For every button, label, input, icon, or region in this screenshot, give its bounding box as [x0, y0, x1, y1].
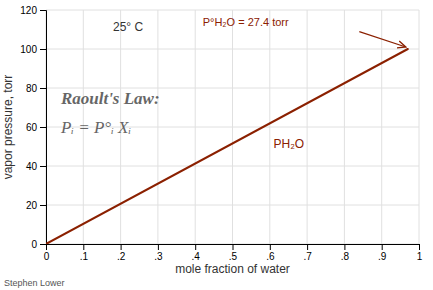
tick: .8: [341, 244, 350, 262]
tick: 40: [26, 161, 46, 172]
temperature-label: 25° C: [113, 20, 143, 34]
tick-label: .5: [229, 251, 238, 262]
tick-mark: [40, 127, 46, 128]
tick-mark: [195, 244, 196, 250]
tick-label: 80: [26, 83, 38, 94]
tick-mark: [83, 244, 84, 250]
tick-mark: [40, 166, 46, 167]
tick: .2: [117, 244, 126, 262]
tick-mark: [270, 244, 271, 250]
tick-mark: [419, 244, 420, 250]
law-title: Raoult's Law:: [60, 89, 160, 108]
x-axis: 0 .1 .2 .3 .4 .5 .6 .7 .8 .9 1: [44, 244, 423, 262]
tick-mark: [40, 205, 46, 206]
tick-mark: [40, 244, 46, 245]
tick-label: 1: [417, 251, 423, 262]
tick: 60: [26, 122, 46, 133]
tick: .1: [80, 244, 89, 262]
grid-line: [46, 49, 419, 50]
tick: .9: [378, 244, 387, 262]
plot-area: 0 .1 .2 .3 .4 .5 .6 .7 .8 .9 1 0 20 40 60 80 100 120 25° C…: [20, 5, 422, 262]
annotations: 25° C Raoult's Law: Pᵢ = P°ᵢ Xᵢ PH₂O P°H₂O =…: [60, 16, 406, 150]
tick: .6: [266, 244, 275, 262]
tick-label: 120: [20, 5, 37, 16]
tick-label: 0: [44, 251, 50, 262]
arrow: [359, 32, 405, 47]
tick: 100: [20, 44, 46, 55]
tick-mark: [344, 244, 345, 250]
credit: Stephen Lower: [4, 278, 65, 288]
tick-mark: [382, 244, 383, 250]
line-label: PH₂O: [274, 137, 305, 151]
chart: 0 .1 .2 .3 .4 .5 .6 .7 .8 .9 1 0 20 40 60 80 100 120 25° C…: [0, 0, 433, 290]
tick-label: .2: [117, 251, 126, 262]
tick-mark: [40, 10, 46, 11]
tick-label: .8: [341, 251, 350, 262]
tick-label: .9: [378, 251, 387, 262]
tick: .3: [154, 244, 163, 262]
tick-mark: [158, 244, 159, 250]
tick: 1: [417, 244, 423, 262]
tick-label: .6: [266, 251, 275, 262]
grid-line: [46, 166, 419, 167]
endpoint-label: P°H₂O = 27.4 torr: [203, 16, 289, 28]
tick-label: 40: [26, 161, 38, 172]
tick-label: .7: [303, 251, 312, 262]
axis-line: [40, 11, 47, 245]
y-axis-title: vapor pressure, torr: [1, 75, 15, 180]
law-formula: Pᵢ = P°ᵢ Xᵢ: [60, 118, 131, 137]
tick-label: .4: [192, 251, 201, 262]
x-axis-title: mole fraction of water: [175, 262, 290, 276]
line: [46, 49, 408, 244]
tick-mark: [233, 244, 234, 250]
tick: 0: [31, 239, 46, 250]
tick-mark: [40, 49, 46, 50]
marks: [46, 49, 408, 244]
tick-mark: [121, 244, 122, 250]
tick: .7: [303, 244, 312, 262]
tick: 120: [20, 5, 46, 16]
tick: .4: [192, 244, 201, 262]
tick-label: 20: [26, 200, 38, 211]
axis-line: [47, 245, 420, 251]
tick-label: .3: [154, 251, 163, 262]
tick-label: 0: [31, 239, 37, 250]
tick: 20: [26, 200, 46, 211]
tick-mark: [40, 88, 46, 89]
grid-line: [46, 10, 419, 11]
tick: 0: [44, 244, 50, 262]
tick-label: 60: [26, 122, 38, 133]
tick-label: 100: [20, 44, 37, 55]
tick: 80: [26, 83, 46, 94]
tick: .5: [229, 244, 238, 262]
tick-mark: [307, 244, 308, 250]
grid-line: [46, 205, 419, 206]
y-axis: 0 20 40 60 80 100 120: [20, 5, 46, 250]
tick-label: .1: [80, 251, 89, 262]
grid: [46, 10, 419, 244]
